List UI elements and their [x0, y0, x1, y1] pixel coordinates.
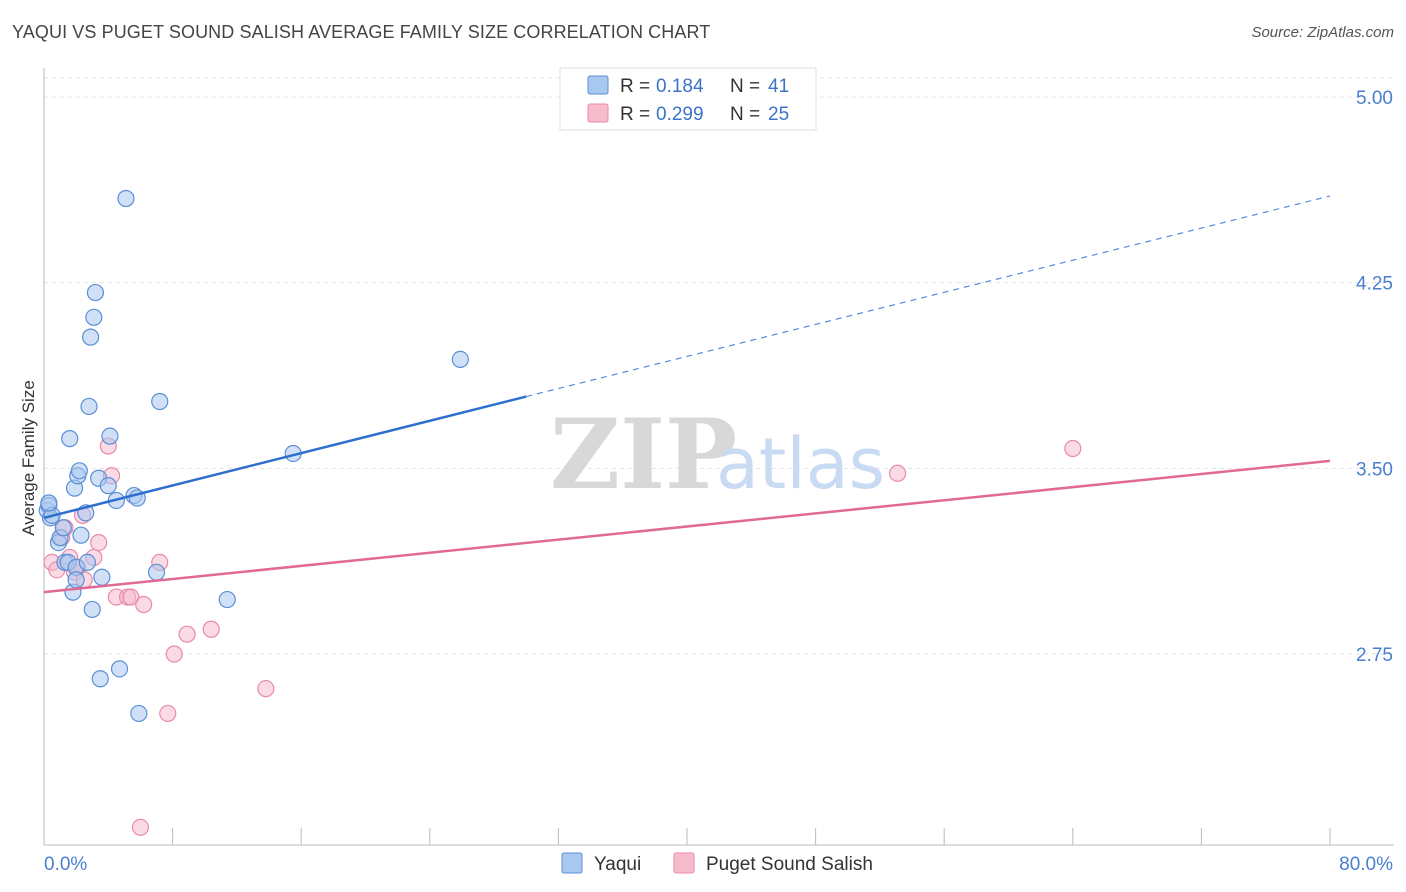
legend-swatch-salish [587, 103, 609, 123]
yaqui-point [93, 568, 111, 586]
legend-n-value-salish: 25 [768, 104, 789, 125]
salish-point [131, 818, 150, 836]
bottom-legend: Yaqui Puget Sound Salish [561, 852, 873, 875]
data-points [38, 189, 1082, 836]
yaqui-point [86, 283, 105, 302]
bottom-legend-salish: Puget Sound Salish [706, 854, 873, 875]
grid-lines [44, 77, 1394, 655]
yaqui-trend-line [43, 395, 527, 520]
legend-r-value-yaqui: 0.184 [656, 76, 704, 97]
salish-point [202, 620, 220, 638]
bottom-legend-swatch-salish [673, 852, 695, 874]
yaqui-point [91, 670, 109, 688]
bottom-legend-swatch-yaqui [561, 852, 583, 874]
yaqui-point [54, 519, 72, 537]
salish-point [165, 645, 183, 663]
salish-point [1064, 439, 1082, 458]
yaqui-point [85, 308, 103, 326]
salish-point [135, 595, 153, 614]
yaqui-point [451, 350, 469, 369]
trend-lines [43, 195, 1331, 594]
salish-point [122, 588, 140, 606]
salish-point [159, 704, 177, 723]
salish-trend-line [43, 459, 1331, 594]
yaqui-point [61, 430, 79, 448]
y-tick-label: 2.75 [1356, 645, 1393, 666]
legend-n-label-yaqui: N = [730, 76, 760, 97]
y-tick-label: 4.25 [1356, 274, 1393, 295]
yaqui-point [151, 392, 169, 411]
watermark-atlas: atlas [716, 423, 885, 505]
yaqui-point [147, 563, 166, 581]
legend-box: R = 0.184 N = 41 R = 0.299 N = 25 [559, 67, 817, 131]
legend-r-value-salish: 0.299 [656, 104, 704, 125]
y-axis-label: Average Family Size [19, 380, 38, 536]
chart-title: YAQUI VS PUGET SOUND SALISH AVERAGE FAMI… [12, 22, 711, 42]
yaqui-point [99, 477, 117, 495]
yaqui-point [117, 189, 135, 208]
legend-r-label-yaqui: R = [620, 76, 650, 97]
yaqui-point [70, 462, 88, 480]
y-tick-label: 5.00 [1356, 88, 1393, 109]
x-tick-label: 0.0% [44, 854, 87, 875]
yaqui-point [40, 494, 58, 512]
bottom-legend-yaqui: Yaqui [594, 854, 641, 875]
source-label: Source: ZipAtlas.com [1251, 24, 1394, 41]
yaqui-point [78, 553, 97, 572]
legend-n-value-yaqui: 41 [768, 76, 789, 97]
yaqui-point [83, 600, 101, 619]
legend-r-label-salish: R = [620, 104, 650, 125]
yaqui-point [110, 660, 129, 678]
x-tick-label: 80.0% [1339, 854, 1393, 875]
y-tick-label: 3.50 [1356, 459, 1393, 480]
tick-labels: 2.75 3.50 4.25 5.00 0.0% 80.0% [44, 88, 1393, 875]
salish-point [178, 625, 196, 643]
legend-swatch-yaqui [587, 75, 609, 95]
salish-point [90, 533, 108, 552]
yaqui-point [101, 427, 119, 445]
yaqui-point [80, 397, 98, 416]
salish-point [888, 464, 907, 482]
yaqui-point [72, 526, 90, 544]
yaqui-point [67, 571, 85, 589]
watermark-zip: ZIP [550, 398, 737, 511]
salish-point [257, 680, 275, 698]
yaqui-point [218, 590, 236, 609]
yaqui-trend-extension [526, 195, 1331, 398]
yaqui-point [130, 704, 148, 723]
axes [43, 68, 1394, 846]
yaqui-point [82, 328, 100, 346]
legend-n-label-salish: N = [730, 104, 760, 125]
